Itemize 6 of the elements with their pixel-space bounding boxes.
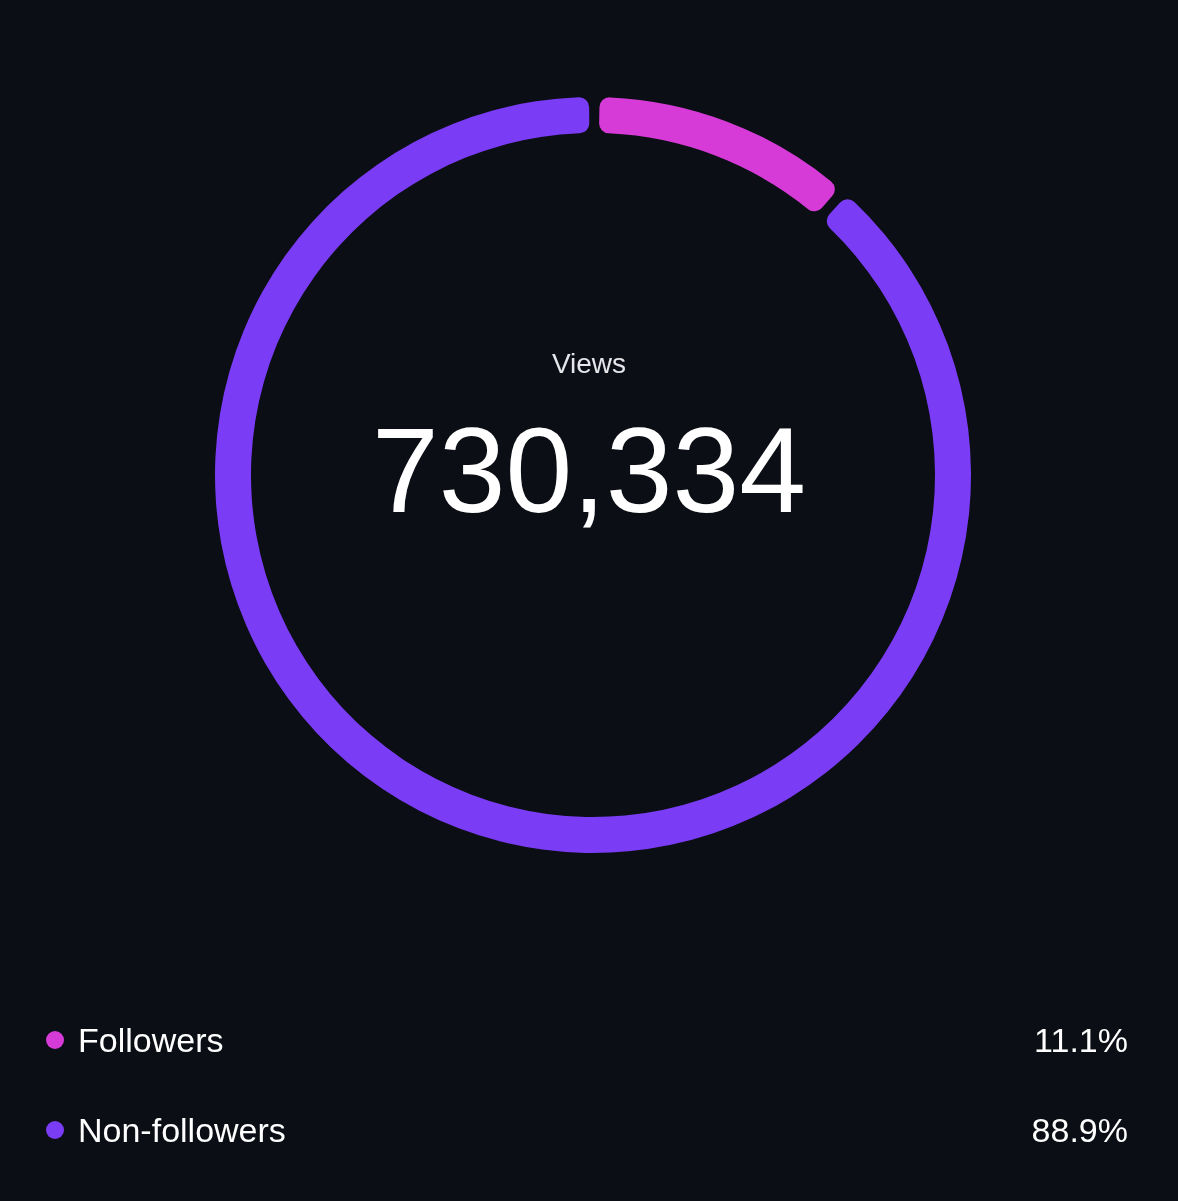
text: Views bbox=[551, 348, 627, 379]
text: 730,334 bbox=[372, 403, 806, 537]
legend-label: Followers bbox=[78, 1020, 225, 1060]
legend-label: Non-followers bbox=[78, 1110, 287, 1150]
data-label: 11.1% bbox=[1034, 1020, 1128, 1060]
data-label: 88.9% bbox=[1031, 1110, 1128, 1150]
